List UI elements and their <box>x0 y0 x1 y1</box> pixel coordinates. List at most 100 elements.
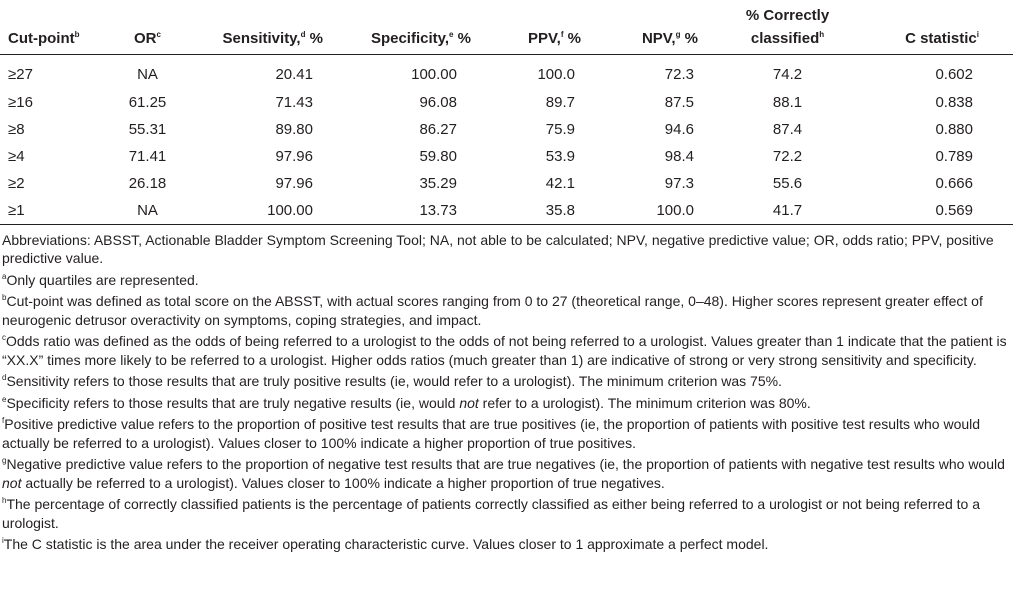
table-cell: 96.08 <box>419 93 457 111</box>
column-header: PPV,f % <box>495 0 605 55</box>
footnote: bCut-point was defined as total score on… <box>2 289 1009 329</box>
table-cell: 98.4 <box>664 147 694 165</box>
table-cell: 87.5 <box>664 93 694 111</box>
column-header: NPV,g % <box>605 0 720 55</box>
column-header: Specificity,e % <box>345 0 495 55</box>
table-cell: 89.7 <box>545 93 575 111</box>
table-cell: 20.41 <box>275 66 313 84</box>
table-cell: 71.41 <box>128 147 167 165</box>
table-cell: 100.0 <box>537 66 575 84</box>
footnote: eSpecificity refers to those results tha… <box>2 391 1009 413</box>
footnote-mark: c <box>156 30 161 39</box>
footnote-mark: e <box>2 394 7 404</box>
header-row: Cut-pointb ORc Sensitivity,d % Specificity,… <box>0 0 1013 55</box>
footnote-text: Cut-point was defined as total score on … <box>2 293 983 328</box>
table-cell: 88.1 <box>772 93 803 111</box>
column-header: ORc <box>100 0 195 55</box>
footnote: fPositive predictive value refers to the… <box>2 412 1009 452</box>
footnote-text: Abbreviations: ABSST, Actionable Bladder… <box>2 231 994 267</box>
table-cell: 0.838 <box>935 93 973 111</box>
footnote-mark: h <box>819 30 825 39</box>
table-cell: ≥8 <box>8 120 25 138</box>
table-cell: ≥16 <box>8 93 33 111</box>
footnote-text: Sensitivity refers to those results that… <box>6 373 782 389</box>
footnote-mark: g <box>2 456 7 465</box>
footnote-mark: f <box>560 30 564 39</box>
footnote-text: Positive predictive value refers to the … <box>2 416 981 451</box>
results-table: Cut-pointb ORc Sensitivity,d % Specificity,… <box>0 0 1013 225</box>
header-label: Specificity, <box>370 30 450 47</box>
footnote-mark: b <box>2 293 7 302</box>
table-cell: 0.666 <box>935 174 973 192</box>
column-header: C statistici <box>855 0 1013 55</box>
footnote-text: actually be referred to a urologist). Va… <box>21 474 665 491</box>
header-label: NPV, <box>641 30 676 47</box>
table-row: ≥4 71.41 97.96 59.80 53.9 98.4 72.2 0.789 <box>0 143 1013 170</box>
table-cell: 97.96 <box>275 147 313 165</box>
footnotes: Abbreviations: ABSST, Actionable Bladder… <box>0 225 1013 554</box>
table-cell: 35.8 <box>495 196 605 225</box>
column-header: Cut-pointb <box>0 0 100 55</box>
footnote-mark: c <box>2 333 6 342</box>
table-cell: 0.602 <box>935 66 973 84</box>
footnote: Abbreviations: ABSST, Actionable Bladder… <box>2 231 1009 268</box>
column-header: Sensitivity,d % <box>195 0 345 55</box>
table-row: ≥8 55.31 89.80 86.27 75.9 94.6 87.4 0.880 <box>0 116 1013 143</box>
footnote-mark: d <box>2 373 7 382</box>
footnote: iThe C statistic is the area under the r… <box>2 532 1009 554</box>
table-cell: NA <box>100 196 195 225</box>
table-cell: 0.789 <box>935 147 973 165</box>
footnote: cOdds ratio was defined as the odds of b… <box>2 329 1009 369</box>
table-cell: 89.80 <box>275 120 313 138</box>
table-cell: NA <box>137 66 158 84</box>
header-label: % Correctly classified <box>745 7 830 47</box>
footnote-mark: i <box>976 30 979 39</box>
footnote: dSensitivity refers to those results tha… <box>2 369 1009 391</box>
table-cell: 74.2 <box>772 66 803 84</box>
footnote-text: The C statistic is the area under the re… <box>3 536 769 552</box>
footnote-mark: i <box>2 536 4 545</box>
footnote: gNegative predictive value refers to the… <box>2 452 1009 492</box>
table-cell: ≥1 <box>0 196 100 225</box>
footnote-text: not <box>459 394 479 411</box>
table-cell: 61.25 <box>128 93 167 111</box>
table-cell: 97.96 <box>275 174 313 192</box>
table-cell: 26.18 <box>128 174 167 192</box>
footnote-mark: a <box>2 271 7 281</box>
table-cell: 100.00 <box>411 66 457 84</box>
table-cell: 100.00 <box>195 196 345 225</box>
table-row: ≥2 26.18 97.96 35.29 42.1 97.3 55.6 0.666 <box>0 170 1013 197</box>
footnote-mark: e <box>449 30 454 39</box>
table-cell: 71.43 <box>275 93 313 111</box>
table-row: ≥1 NA 100.00 13.73 35.8 100.0 41.7 0.569 <box>0 196 1013 225</box>
table-cell: 42.1 <box>545 174 575 192</box>
table-cell: 87.4 <box>772 120 803 138</box>
table-cell: 53.9 <box>545 147 575 165</box>
footnote-text: Specificity refers to those results that… <box>6 394 460 411</box>
footnote: aOnly quartiles are represented. <box>2 268 1009 290</box>
footnote-mark: d <box>300 30 306 39</box>
table-row: ≥27 NA 20.41 100.00 100.0 72.3 74.2 0.602 <box>0 55 1013 89</box>
table-cell: 75.9 <box>545 120 575 138</box>
footnote-mark: f <box>2 416 5 425</box>
footnote-text: Odds ratio was defined as the odds of be… <box>2 333 1007 368</box>
table-cell: ≥27 <box>8 66 33 84</box>
table-cell: 41.7 <box>720 196 855 225</box>
table-cell: 59.80 <box>419 147 457 165</box>
footnote-text: Negative predictive value refers to the … <box>6 456 1005 472</box>
table-cell: 100.0 <box>605 196 720 225</box>
table-body: ≥27 NA 20.41 100.00 100.0 72.3 74.2 0.602 ≥16 61.… <box>0 55 1013 225</box>
table-cell: 13.73 <box>345 196 495 225</box>
header-label: PPV, <box>528 30 561 47</box>
table-cell: 55.31 <box>128 120 167 138</box>
table-cell: 0.569 <box>855 196 1013 225</box>
footnote-mark: b <box>74 30 80 39</box>
table-cell: 0.880 <box>935 120 973 138</box>
header-label: OR <box>134 30 157 47</box>
header-unit: % <box>684 30 698 47</box>
footnote-mark: h <box>2 496 7 505</box>
table-cell: 97.3 <box>664 174 694 192</box>
table-row: ≥16 61.25 71.43 96.08 89.7 87.5 88.1 0.838 <box>0 89 1013 116</box>
header-label: C statistic <box>905 30 977 47</box>
